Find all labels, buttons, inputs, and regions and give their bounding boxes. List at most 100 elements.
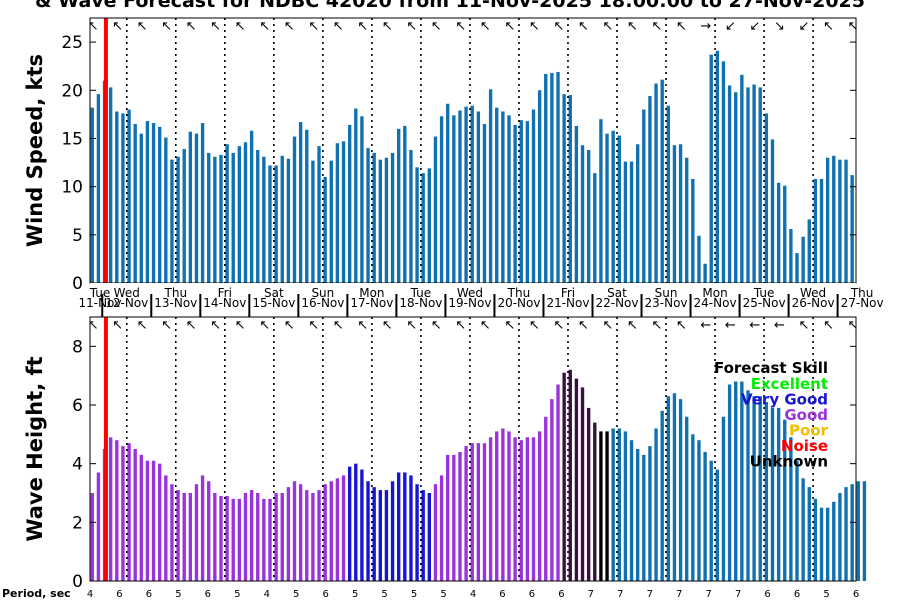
bar-1-115	[795, 460, 799, 581]
bar-1-34	[298, 484, 303, 581]
bar-1-124	[850, 484, 854, 581]
bar-1-62	[470, 443, 474, 581]
bar-0-4	[115, 111, 119, 283]
bar-0-18	[200, 123, 205, 283]
period-label: Period, sec	[2, 587, 71, 600]
chart-title: & Wave Forecast for NDBC 42020 from 11-N…	[35, 0, 865, 12]
bar-0-16	[188, 131, 193, 283]
bar-1-25	[243, 493, 248, 581]
bar-1-71	[525, 437, 530, 581]
bar-0-45	[366, 148, 370, 283]
period-value: 6	[794, 589, 800, 600]
bar-1-21	[219, 495, 223, 581]
bar-1-79	[574, 378, 579, 581]
y-tick-label: 20	[61, 81, 83, 101]
date-label: 18-Nov	[399, 296, 442, 310]
direction-arrow: ↖	[406, 318, 417, 333]
bar-1-70	[519, 440, 523, 581]
direction-arrow: ↖	[676, 19, 687, 34]
date-label: 19-Nov	[448, 296, 491, 310]
day-of-week-label: Sun	[311, 286, 334, 300]
bar-0-100	[703, 263, 707, 283]
period-value: 6	[146, 589, 152, 600]
bar-0-89	[635, 144, 640, 283]
y-tick-label: 10	[61, 178, 83, 198]
bar-1-49	[390, 481, 395, 581]
bar-0-9	[145, 121, 150, 283]
day-of-week-label: Mon	[359, 286, 384, 300]
bar-0-34	[298, 122, 303, 283]
bar-0-108	[752, 84, 756, 284]
bar-1-121	[832, 501, 836, 581]
bar-0-60	[458, 110, 462, 283]
direction-arrow: ↖	[504, 318, 515, 333]
bar-0-48	[384, 157, 389, 283]
direction-arrow: ↖	[333, 19, 344, 34]
bar-1-27	[256, 493, 260, 581]
period-value: 7	[647, 589, 653, 600]
bar-0-19	[207, 152, 211, 283]
bar-1-120	[825, 507, 830, 581]
bar-1-123	[844, 487, 848, 581]
bar-1-82	[593, 422, 597, 581]
bar-1-26	[249, 490, 254, 581]
bar-0-57	[439, 116, 444, 283]
bar-1-102	[715, 469, 720, 581]
y-tick-label: 0	[72, 274, 83, 294]
period-value: 5	[293, 589, 299, 600]
bar-1-80	[580, 387, 585, 581]
bar-0-42	[347, 124, 352, 284]
direction-arrow: ↖	[259, 318, 270, 333]
direction-arrow: ↖	[504, 19, 515, 34]
legend-item-unknown: Unknown	[750, 453, 828, 471]
direction-arrow: ↖	[382, 318, 393, 333]
bar-1-45	[366, 481, 370, 581]
bar-1-15	[182, 493, 186, 581]
direction-arrow: ↙	[798, 19, 809, 34]
direction-arrow: ←	[749, 318, 760, 333]
period-value: 6	[558, 589, 564, 600]
bar-0-12	[164, 137, 168, 283]
direction-arrow: ↖	[553, 318, 564, 333]
bar-0-74	[544, 73, 548, 283]
bar-0-93	[660, 79, 664, 283]
direction-arrow: ↖	[235, 318, 246, 333]
date-label: 26-Nov	[792, 296, 835, 310]
direction-arrow: ↖	[210, 318, 221, 333]
direction-arrow: ↖	[333, 318, 344, 333]
direction-arrow: ↖	[186, 318, 197, 333]
bar-1-56	[433, 484, 438, 581]
bar-0-50	[397, 128, 401, 283]
bar-0-104	[727, 85, 732, 283]
bar-1-48	[384, 490, 389, 581]
bar-1-54	[421, 490, 425, 581]
bar-0-21	[219, 154, 223, 283]
bar-0-29	[268, 165, 272, 283]
day-of-week-label: Wed	[114, 286, 140, 300]
bar-0-109	[758, 87, 762, 283]
direction-arrow: ↖	[284, 318, 295, 333]
bar-0-78	[568, 95, 572, 283]
bar-1-87	[623, 431, 628, 581]
bar-1-39	[329, 481, 333, 581]
period-value: 7	[588, 589, 594, 600]
bar-1-65	[488, 437, 493, 581]
bar-0-47	[378, 159, 382, 283]
period-value: 7	[676, 589, 682, 600]
bar-1-63	[476, 443, 481, 581]
bar-1-113	[783, 419, 787, 581]
bar-0-59	[452, 115, 456, 283]
bar-0-13	[170, 159, 174, 283]
bar-1-118	[813, 498, 818, 581]
bar-0-81	[586, 150, 591, 283]
direction-arrow: ↖	[112, 19, 123, 34]
day-of-week-label: Mon	[702, 286, 727, 300]
period-value: 5	[234, 589, 240, 600]
direction-arrow: ↖	[88, 318, 99, 333]
direction-arrow: ↖	[88, 19, 99, 34]
bar-1-117	[807, 487, 811, 581]
bar-1-7	[133, 449, 137, 581]
bar-0-15	[182, 149, 186, 283]
legend-item-noise: Noise	[781, 437, 828, 455]
